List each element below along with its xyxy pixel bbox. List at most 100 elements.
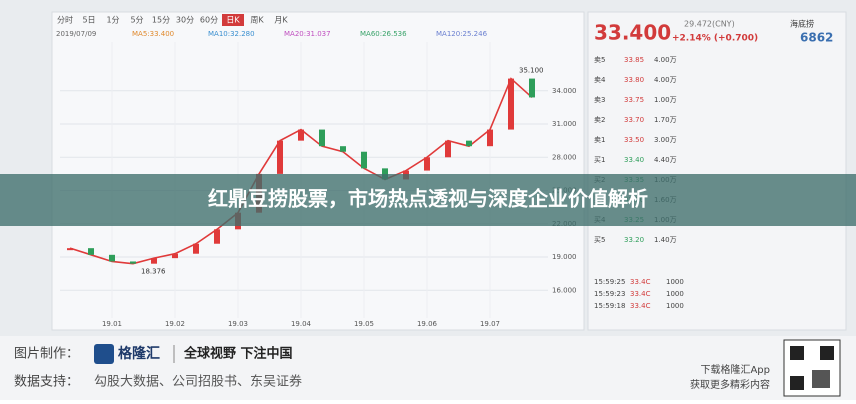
order-book-cell: 4.00万 (654, 56, 677, 64)
order-book-cell: 33.20 (624, 236, 644, 244)
toolbar-tab: 1分 (106, 16, 119, 25)
source-text: 勾股大数据、公司招股书、东吴证券 (94, 374, 302, 390)
order-book-cell: 33.80 (624, 76, 644, 84)
toolbar-tab: 15分 (152, 16, 170, 25)
candle (529, 78, 535, 98)
candle (130, 261, 136, 264)
ref-price: 29.472(CNY) (684, 20, 735, 29)
price: 33.400 (594, 21, 671, 45)
trade-cell: 33.4C (630, 290, 651, 298)
trade-cell: 1000 (666, 290, 684, 298)
candle (151, 258, 157, 264)
stock-code: 6862 (800, 31, 833, 45)
x-tick-label: 19.02 (165, 320, 185, 328)
candle (193, 243, 199, 254)
order-book-cell: 33.40 (624, 156, 644, 164)
order-book-cell: 1.40万 (654, 236, 677, 244)
app-text: 下载格隆汇App (700, 363, 770, 376)
price-line (69, 77, 533, 265)
candle (109, 254, 115, 262)
candle (361, 151, 367, 169)
order-book-cell: 33.85 (624, 56, 644, 64)
slogan: 全球视野 下注中国 (183, 346, 293, 362)
toolbar-tab: 60分 (200, 16, 218, 25)
candle (445, 140, 451, 158)
order-book-cell: 33.70 (624, 116, 644, 124)
trade-cell: 1000 (666, 302, 684, 310)
annotation: 18.376 (141, 268, 166, 276)
toolbar-tab: 日K (226, 16, 240, 25)
qr-body (812, 370, 830, 388)
annotation: 35.100 (519, 67, 544, 75)
order-book-cell: 买5 (594, 236, 605, 244)
order-book-cell: 4.00万 (654, 76, 677, 84)
candle (382, 168, 388, 180)
order-book-cell: 4.40万 (654, 156, 677, 164)
toolbar-tab: 30分 (176, 16, 194, 25)
candle (424, 157, 430, 171)
y-tick-label: 31.000 (552, 120, 577, 128)
order-book-cell: 卖2 (594, 116, 605, 124)
order-book-cell: 1.00万 (654, 96, 677, 104)
order-book-cell: 3.00万 (654, 136, 677, 144)
legend-item: MA5:33.400 (132, 30, 174, 38)
candle (466, 140, 472, 147)
toolbar-tab: 周K (250, 16, 264, 25)
stock-name: 海底捞 (790, 19, 814, 29)
candle (214, 229, 220, 244)
candle (319, 129, 325, 147)
y-tick-label: 16.000 (552, 286, 577, 294)
toolbar-tab: 5日 (82, 16, 95, 25)
trade-cell: 33.4C (630, 302, 651, 310)
order-book-cell: 卖5 (594, 56, 605, 64)
legend-item: 2019/07/09 (56, 30, 96, 38)
logo-text: 格隆汇 (118, 345, 160, 362)
x-tick-label: 19.06 (417, 320, 438, 328)
trade-cell: 33.4C (630, 278, 651, 286)
legend-item: MA120:25.246 (436, 30, 488, 38)
legend-item: MA10:32.280 (208, 30, 255, 38)
x-tick-label: 19.07 (480, 320, 500, 328)
trade-cell: 1000 (666, 278, 684, 286)
maker-label: 图片制作： (14, 347, 79, 362)
order-book-cell: 33.75 (624, 96, 644, 104)
qr-corner (820, 346, 834, 360)
qr-corner (790, 346, 804, 360)
quote-panel (587, 11, 847, 331)
legend-item: MA20:31.037 (284, 30, 331, 38)
y-tick-label: 34.000 (552, 87, 577, 95)
candle (67, 248, 73, 251)
trade-cell: 15:59:18 (594, 302, 625, 310)
y-tick-label: 28.000 (552, 153, 577, 161)
x-tick-label: 19.01 (102, 320, 122, 328)
banner-band (0, 174, 856, 226)
x-tick-label: 19.03 (228, 320, 248, 328)
order-book-cell: 卖4 (594, 76, 606, 84)
source-label: 数据支持： (14, 375, 79, 390)
order-book-cell: 1.70万 (654, 116, 677, 124)
order-book-cell: 买1 (594, 156, 605, 164)
candle (88, 248, 94, 255)
toolbar-tab: 5分 (130, 16, 143, 25)
candle (508, 78, 514, 130)
candle (487, 129, 493, 147)
tab-active (222, 14, 244, 26)
chart-panel (51, 11, 585, 331)
trade-cell: 15:59:25 (594, 278, 625, 286)
order-book-cell: 卖3 (594, 96, 605, 104)
candle (277, 140, 283, 174)
logo-icon (94, 344, 114, 364)
x-tick-label: 19.05 (354, 320, 374, 328)
x-tick-label: 19.04 (291, 320, 312, 328)
y-tick-label: 19.000 (552, 253, 577, 261)
banner-title: 红鼎豆捞股票，市场热点透视与深度企业价值解析 (208, 187, 648, 211)
toolbar-tab: 月K (274, 16, 288, 25)
change: +2.14% (+0.700) (672, 34, 758, 44)
app-subtext: 获取更多精彩内容 (690, 378, 770, 391)
qr-corner (790, 376, 804, 390)
toolbar-tab: 分时 (57, 15, 73, 25)
candle (340, 146, 346, 152)
order-book-cell: 卖1 (594, 136, 605, 144)
candle (172, 253, 178, 259)
